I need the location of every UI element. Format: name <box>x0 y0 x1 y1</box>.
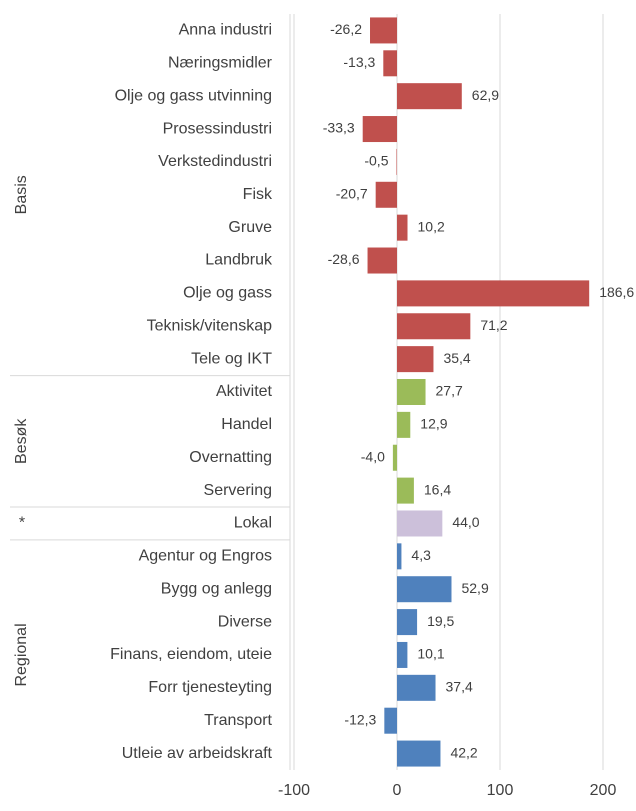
value-label: 10,1 <box>417 646 444 662</box>
value-label: -12,3 <box>344 711 376 727</box>
bar <box>397 641 408 668</box>
bar <box>397 543 402 570</box>
bar <box>397 609 418 636</box>
value-label: -20,7 <box>336 185 368 201</box>
x-tick-label: 100 <box>487 782 514 799</box>
bar <box>383 50 397 77</box>
category-label: Servering <box>204 482 272 499</box>
category-label: Fisk <box>243 186 273 203</box>
value-label: 4,3 <box>411 547 431 563</box>
value-label: 12,9 <box>420 416 447 432</box>
group-label: Regional <box>13 623 30 686</box>
category-label: Anna industri <box>179 22 272 39</box>
bar <box>397 510 443 537</box>
category-label: Overnatting <box>189 449 272 466</box>
value-label: -0,5 <box>364 153 388 169</box>
value-label: 186,6 <box>599 284 634 300</box>
bar <box>397 313 471 340</box>
category-label: Lokal <box>234 515 272 532</box>
category-label: Prosessindustri <box>163 120 272 137</box>
category-label: Tele og IKT <box>191 350 272 367</box>
bar <box>397 280 590 307</box>
category-label: Diverse <box>218 613 272 630</box>
bar <box>397 379 426 405</box>
category-label: Olje og gass utvinning <box>115 87 272 104</box>
category-label: Landbruk <box>205 252 273 269</box>
bar <box>397 477 414 504</box>
category-label: Verkstedindustri <box>158 153 272 170</box>
bar <box>367 247 397 274</box>
x-tick-label: 200 <box>590 782 617 799</box>
value-label: -33,3 <box>323 120 355 136</box>
value-label: -26,2 <box>330 21 362 37</box>
category-label: Handel <box>221 416 272 433</box>
bar <box>384 707 397 734</box>
category-label: Transport <box>204 712 272 729</box>
category-label: Utleie av arbeidskraft <box>122 745 273 762</box>
category-label: Agentur og Engros <box>139 548 272 565</box>
category-label: Aktivitet <box>216 383 273 400</box>
category-label: Gruve <box>228 219 272 236</box>
value-label: 52,9 <box>461 580 488 596</box>
category-label: Forr tjenesteyting <box>148 679 272 696</box>
value-label: 71,2 <box>480 317 507 333</box>
value-label: -4,0 <box>361 448 385 464</box>
bar <box>370 17 397 44</box>
x-tick-label: 0 <box>393 782 402 799</box>
bar <box>397 740 441 767</box>
bar <box>396 148 397 175</box>
value-label: 62,9 <box>472 87 499 103</box>
category-label: Teknisk/vitenskap <box>147 317 272 334</box>
bar <box>397 214 408 241</box>
value-label: 42,2 <box>450 744 477 760</box>
category-label: Næringsmidler <box>168 55 273 72</box>
group-label: Besøk <box>13 418 30 464</box>
value-label: 10,2 <box>418 218 445 234</box>
value-label: 44,0 <box>452 514 479 530</box>
value-label: 19,5 <box>427 613 454 629</box>
bar <box>375 181 397 208</box>
category-label: Finans, eiendom, uteie <box>110 646 272 663</box>
bar <box>392 444 397 471</box>
bar <box>397 346 434 373</box>
value-label: -28,6 <box>328 251 360 267</box>
category-label: Olje og gass <box>183 285 272 302</box>
group-label: * <box>19 515 25 532</box>
value-label: 37,4 <box>446 679 473 695</box>
value-label: 35,4 <box>443 350 470 366</box>
value-label: 27,7 <box>436 383 463 399</box>
group-label: Basis <box>13 175 30 214</box>
bar <box>397 83 462 110</box>
bar <box>397 674 436 701</box>
x-tick-label: -100 <box>278 782 310 799</box>
bar <box>397 411 411 438</box>
value-label: -13,3 <box>343 54 375 70</box>
bar <box>362 116 397 143</box>
category-label: Bygg og anlegg <box>161 580 272 597</box>
value-label: 16,4 <box>424 481 451 497</box>
bar <box>397 576 452 603</box>
